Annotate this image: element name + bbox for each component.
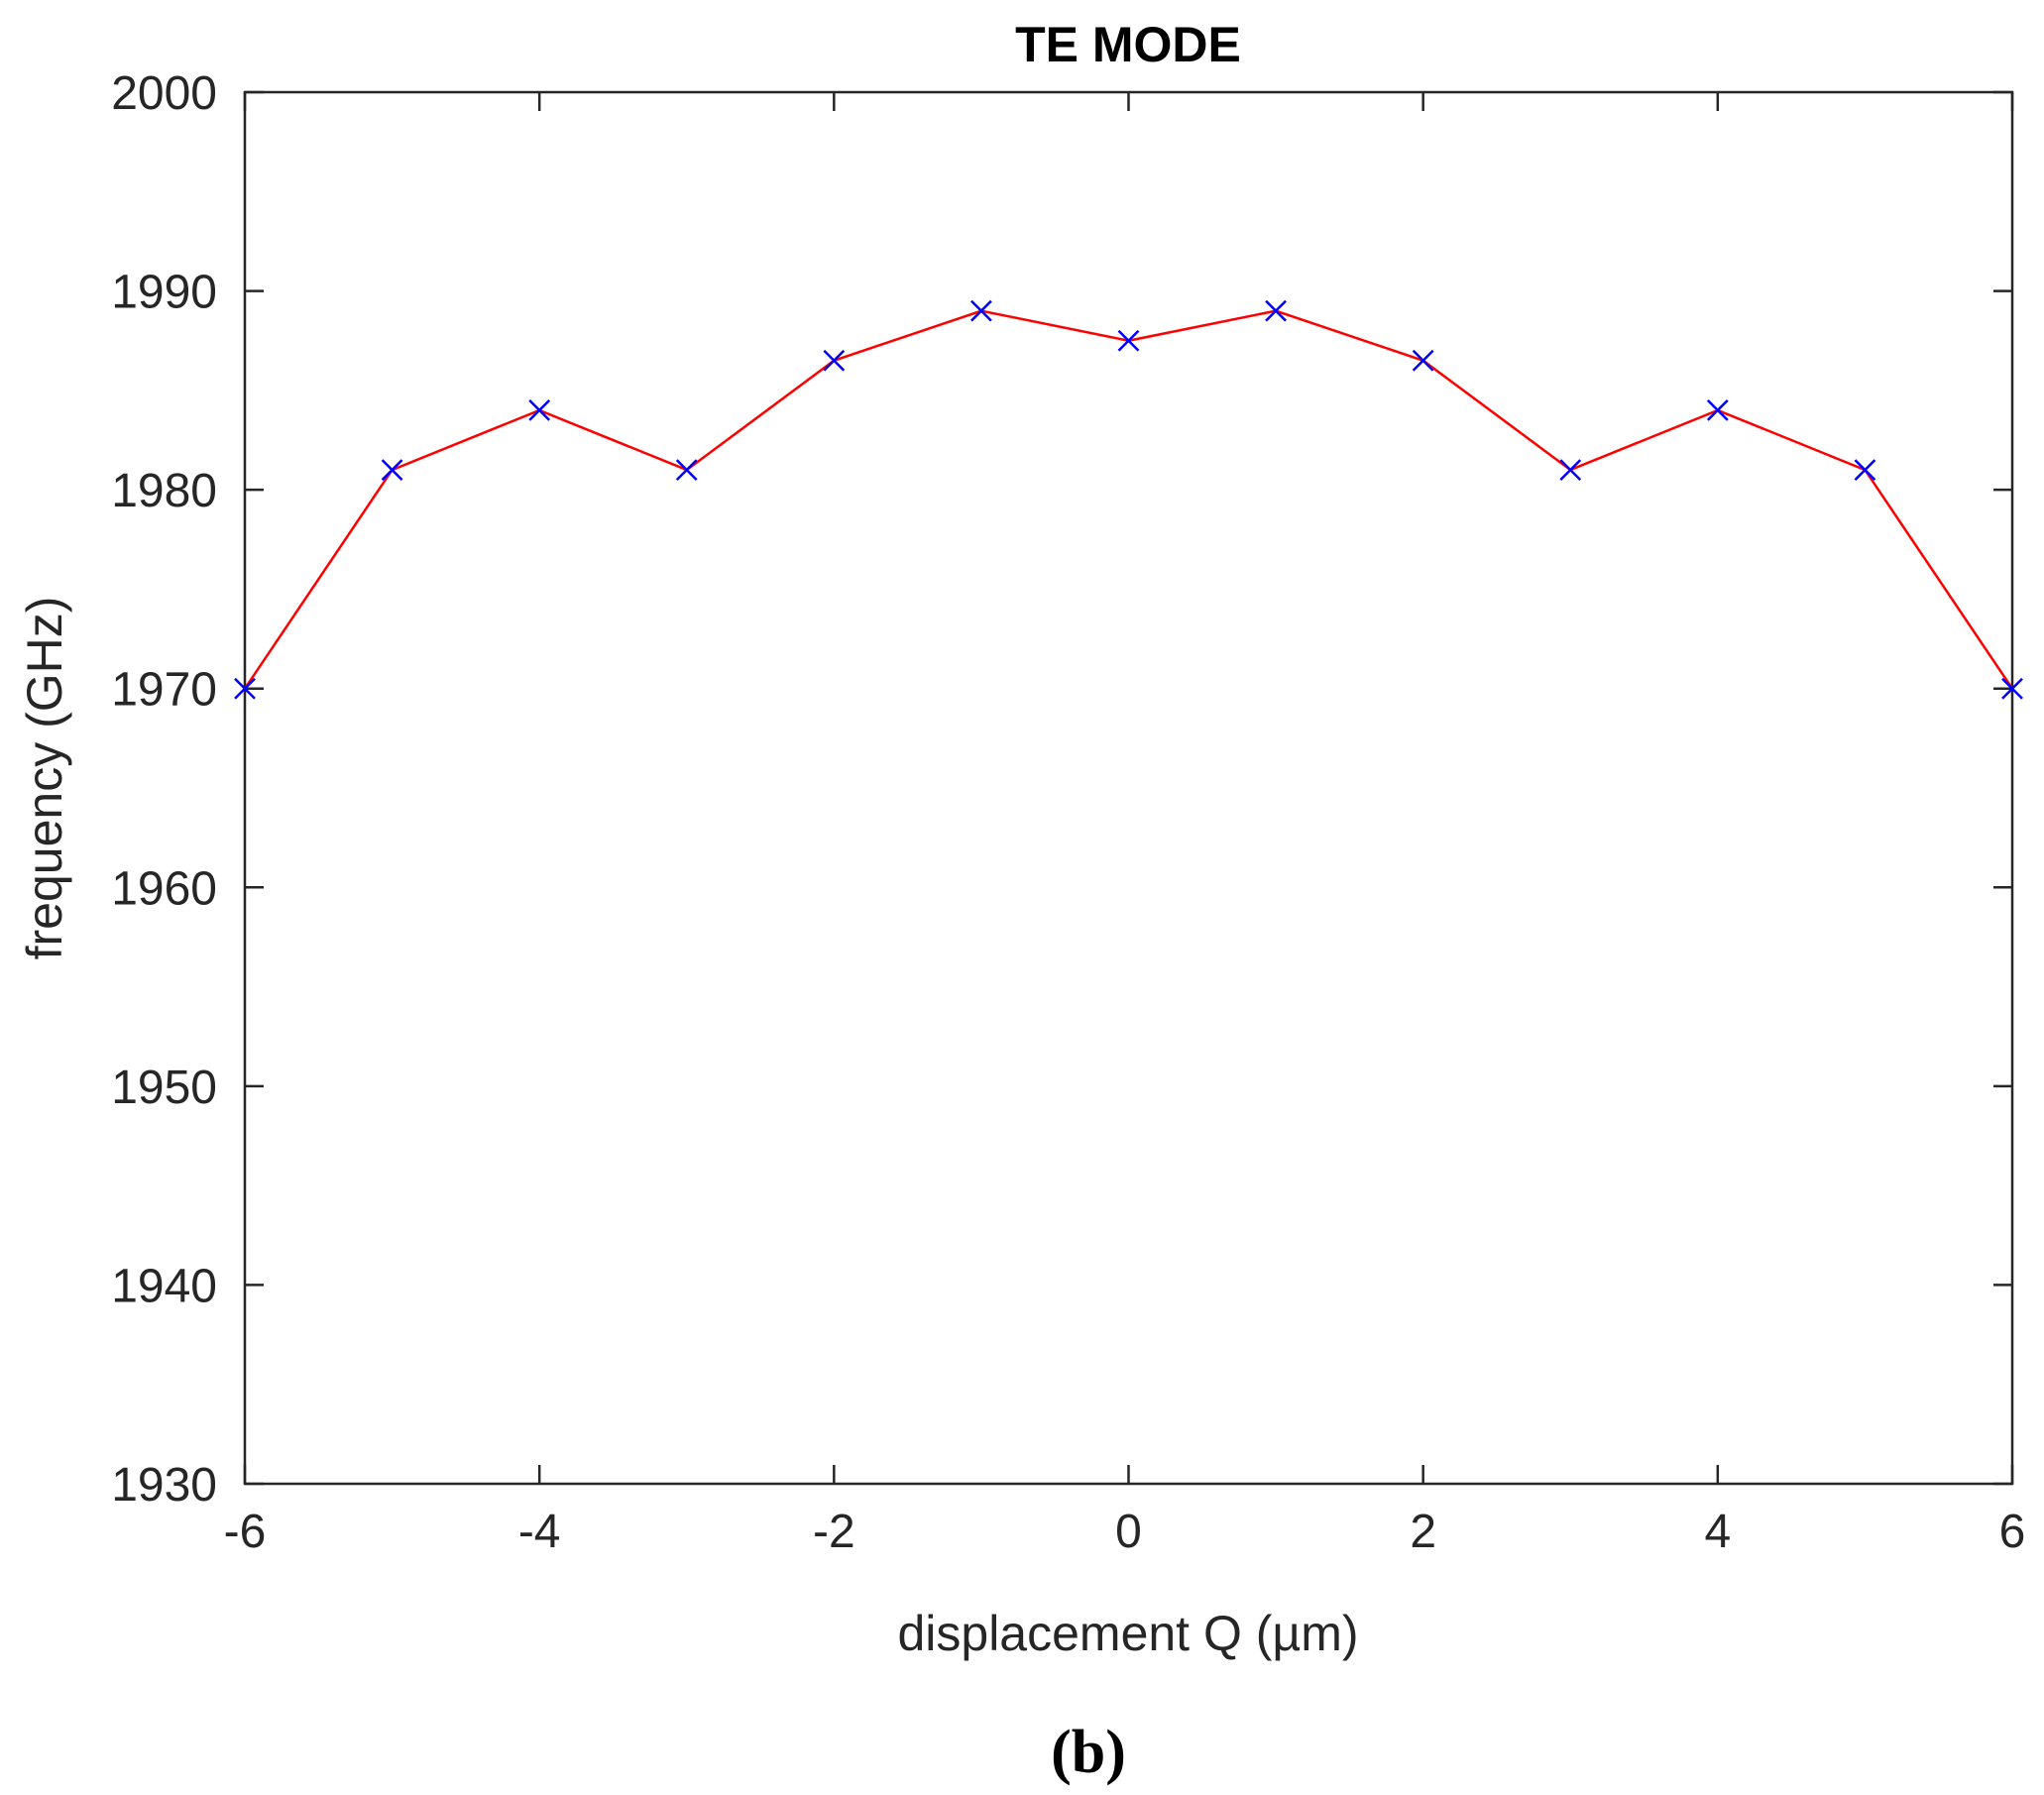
x-tick-label: 2 bbox=[1410, 1506, 1436, 1558]
data-point-marker bbox=[1706, 399, 1729, 421]
data-point-marker bbox=[234, 677, 256, 700]
x-tick-label: -6 bbox=[224, 1506, 267, 1558]
data-point-marker bbox=[1559, 459, 1582, 481]
data-point-marker bbox=[1265, 299, 1287, 322]
y-tick-label: 1980 bbox=[111, 465, 217, 517]
y-axis-title: frequency (GHz) bbox=[17, 597, 72, 960]
x-tick-label: 4 bbox=[1704, 1506, 1731, 1558]
panel-label: (b) bbox=[1051, 1719, 1126, 1786]
data-point-marker bbox=[1854, 459, 1876, 481]
y-tick-label: 1970 bbox=[111, 664, 217, 717]
data-point-marker bbox=[1117, 329, 1140, 352]
y-tick-label: 1990 bbox=[111, 267, 217, 319]
data-point-marker bbox=[1412, 349, 1434, 372]
data-point-marker bbox=[528, 399, 551, 421]
x-axis-title: displacement Q (µm) bbox=[897, 1606, 1358, 1661]
data-point-marker bbox=[675, 459, 698, 481]
x-tick-label: 6 bbox=[1999, 1506, 2026, 1558]
data-point-marker bbox=[970, 299, 992, 322]
x-tick-label: -4 bbox=[518, 1506, 561, 1558]
y-tick-label: 1930 bbox=[111, 1459, 217, 1512]
series-layer bbox=[234, 299, 2023, 700]
data-point-marker bbox=[2001, 677, 2023, 700]
y-tick-label: 2000 bbox=[111, 67, 217, 120]
y-tick-label: 1950 bbox=[111, 1062, 217, 1114]
data-point-marker bbox=[823, 349, 846, 372]
y-tick-label: 1960 bbox=[111, 862, 217, 915]
x-tick-label: 0 bbox=[1115, 1506, 1142, 1558]
data-point-marker bbox=[381, 459, 403, 481]
chart-title: TE MODE bbox=[1015, 17, 1241, 72]
axes: -6 -4 -2 0 2 4 6 1930 1940 1950 1960 1970 1980 1990 20… bbox=[111, 67, 2025, 1558]
y-tick-label: 1940 bbox=[111, 1260, 217, 1312]
x-tick-label: -2 bbox=[813, 1506, 855, 1558]
